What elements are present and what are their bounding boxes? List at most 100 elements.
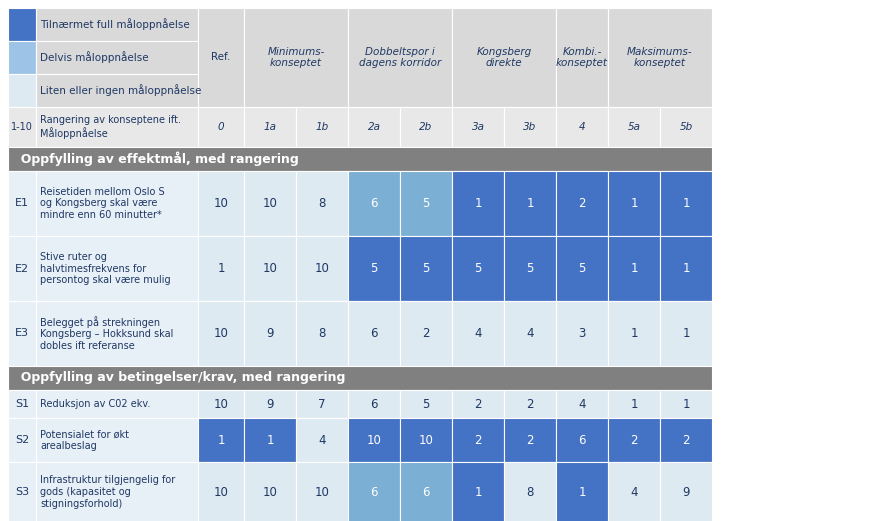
Bar [660, 462, 712, 521]
Bar [296, 418, 348, 462]
Bar [296, 462, 348, 521]
Bar [296, 107, 348, 147]
Text: 0: 0 [218, 122, 224, 132]
Text: 8: 8 [318, 197, 325, 210]
Bar [36, 171, 198, 236]
Text: 8: 8 [318, 327, 325, 340]
Bar [608, 418, 660, 462]
Bar [348, 418, 400, 462]
Text: 2: 2 [682, 433, 690, 446]
Text: 10: 10 [419, 433, 434, 446]
Text: S1: S1 [15, 399, 29, 409]
Text: 1: 1 [578, 486, 586, 499]
Text: Minimums-
konseptet: Minimums- konseptet [268, 47, 324, 68]
Bar [608, 301, 660, 366]
Bar [504, 171, 556, 236]
Text: 5: 5 [422, 262, 429, 275]
Text: Reduksjon av C02 ekv.: Reduksjon av C02 ekv. [40, 399, 150, 409]
Text: 5: 5 [475, 262, 482, 275]
Text: Delvis måloppnåelse: Delvis måloppnåelse [40, 52, 148, 64]
Bar [198, 8, 244, 107]
Bar [504, 236, 556, 301]
Text: Liten eller ingen måloppnåelse: Liten eller ingen måloppnåelse [40, 84, 202, 96]
Bar [8, 462, 36, 521]
Text: 1: 1 [630, 262, 637, 275]
Bar [198, 462, 244, 521]
Text: E1: E1 [15, 199, 29, 208]
Text: 1b: 1b [316, 122, 329, 132]
Bar [556, 418, 608, 462]
Text: 10: 10 [315, 262, 330, 275]
Bar [244, 107, 296, 147]
Text: 2: 2 [578, 197, 586, 210]
Text: 1: 1 [266, 433, 274, 446]
Bar [400, 236, 452, 301]
Bar [452, 390, 504, 418]
Text: Maksimums-
konseptet: Maksimums- konseptet [627, 47, 693, 68]
Bar [400, 390, 452, 418]
Bar [608, 171, 660, 236]
Text: Stive ruter og
halvtimesfrekvens for
persontog skal være mulig: Stive ruter og halvtimesfrekvens for per… [40, 252, 171, 285]
Text: 5a: 5a [628, 122, 640, 132]
Text: 9: 9 [682, 486, 690, 499]
Bar [452, 107, 504, 147]
Bar [504, 301, 556, 366]
Text: 5: 5 [371, 262, 378, 275]
Bar [36, 462, 198, 521]
Bar [556, 301, 608, 366]
Text: Kongsberg
direkte: Kongsberg direkte [477, 47, 532, 68]
Text: 1-10: 1-10 [11, 122, 33, 132]
Text: Infrastruktur tilgjengelig for
gods (kapasitet og
stigningsforhold): Infrastruktur tilgjengelig for gods (kap… [40, 475, 175, 508]
Text: 1: 1 [474, 486, 482, 499]
Bar [8, 8, 36, 41]
Text: 1: 1 [682, 262, 690, 275]
Bar [36, 74, 198, 107]
Bar [244, 8, 348, 107]
Bar [660, 171, 712, 236]
Text: 2: 2 [630, 433, 637, 446]
Bar [608, 236, 660, 301]
Bar [36, 107, 198, 147]
Bar [348, 462, 400, 521]
Bar [8, 301, 36, 366]
Bar [198, 236, 244, 301]
Text: 4: 4 [474, 327, 482, 340]
Bar [8, 41, 36, 74]
Text: Rangering av konseptene ift.
Måloppnåelse: Rangering av konseptene ift. Måloppnåels… [40, 115, 181, 139]
Text: 1a: 1a [263, 122, 276, 132]
Text: 10: 10 [213, 486, 228, 499]
Bar [36, 390, 198, 418]
Text: 3a: 3a [471, 122, 485, 132]
Text: E3: E3 [15, 329, 29, 339]
Bar [8, 418, 36, 462]
Text: 10: 10 [262, 197, 277, 210]
Bar [198, 301, 244, 366]
Bar [244, 301, 296, 366]
Bar [400, 301, 452, 366]
Bar [348, 390, 400, 418]
Bar [556, 390, 608, 418]
Bar [400, 171, 452, 236]
Bar [660, 390, 712, 418]
Bar [556, 107, 608, 147]
Bar [8, 366, 712, 390]
Bar [608, 462, 660, 521]
Text: 4: 4 [579, 122, 585, 132]
Bar [400, 418, 452, 462]
Text: 1: 1 [217, 262, 225, 275]
Bar [36, 41, 198, 74]
Bar [452, 8, 556, 107]
Text: 10: 10 [366, 433, 381, 446]
Bar [296, 301, 348, 366]
Bar [296, 236, 348, 301]
Bar [452, 236, 504, 301]
Bar [348, 301, 400, 366]
Bar [8, 74, 36, 107]
Bar [36, 301, 198, 366]
Bar [244, 390, 296, 418]
Text: 9: 9 [266, 398, 274, 411]
Bar [608, 8, 712, 107]
Bar [660, 301, 712, 366]
Bar [556, 462, 608, 521]
Bar [8, 107, 36, 147]
